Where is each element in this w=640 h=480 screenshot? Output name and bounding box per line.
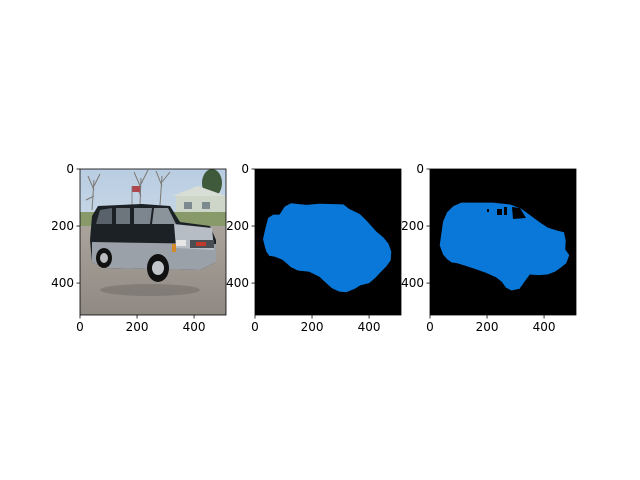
- mask-axes-frame: [254, 168, 402, 316]
- prediction-y-axis: 0 200 400: [401, 162, 430, 290]
- photo-axes-frame: [79, 168, 227, 316]
- mask-vehicle-region: [263, 203, 392, 293]
- panel-prediction: 0 200 400 0 200 400: [401, 162, 577, 334]
- mask-y-tick-label: 0: [241, 162, 249, 176]
- mask-y-tick-label: 200: [226, 219, 249, 233]
- panel-mask: 0 200 400 0 200 400: [226, 162, 402, 334]
- prediction-x-tick-label: 200: [476, 320, 499, 334]
- prediction-y-tick-label: 200: [401, 219, 424, 233]
- mask-x-tick-label: 400: [358, 320, 381, 334]
- mask-x-tick-label: 0: [251, 320, 259, 334]
- prediction-y-tick-label: 400: [401, 276, 424, 290]
- prediction-x-tick-label: 0: [426, 320, 434, 334]
- panel-photo: 0 200 400 0 200 400: [51, 162, 227, 334]
- mask-x-tick-label: 200: [301, 320, 324, 334]
- photo-y-axis: 0 200 400: [51, 162, 80, 290]
- prediction-x-tick-label: 400: [533, 320, 556, 334]
- mask-x-axis: 0 200 400: [251, 315, 381, 334]
- photo-x-tick-label: 0: [76, 320, 84, 334]
- photo-x-tick-label: 200: [126, 320, 149, 334]
- mask-y-tick-label: 400: [226, 276, 249, 290]
- prediction-window-holes: [487, 207, 526, 219]
- photo-x-tick-label: 400: [183, 320, 206, 334]
- prediction-vehicle-region: [439, 202, 570, 291]
- photo-y-tick-label: 200: [51, 219, 74, 233]
- photo-y-tick-label: 0: [66, 162, 74, 176]
- mask-y-axis: 0 200 400: [226, 162, 255, 290]
- photo-x-axis: 0 200 400: [76, 315, 206, 334]
- prediction-y-tick-label: 0: [416, 162, 424, 176]
- prediction-axes-frame: [429, 168, 577, 316]
- prediction-x-axis: 0 200 400: [426, 315, 556, 334]
- photo-image: [80, 169, 226, 315]
- photo-y-tick-label: 400: [51, 276, 74, 290]
